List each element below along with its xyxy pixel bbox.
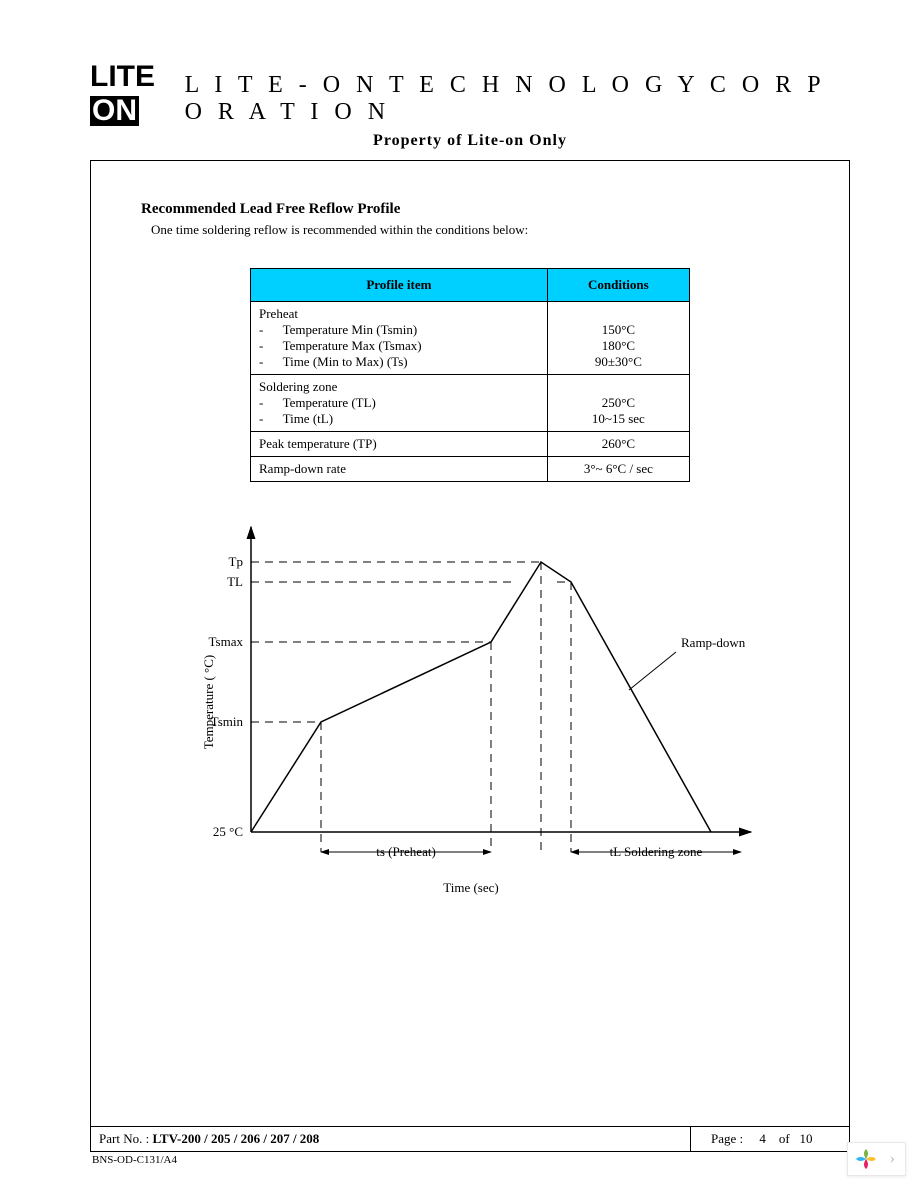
doc-code: BNS-OD-C131/A4 <box>92 1154 850 1166</box>
section-title: Recommended Lead Free Reflow Profile <box>141 201 799 218</box>
logo-icon <box>854 1147 878 1171</box>
page-of: of <box>779 1131 790 1146</box>
svg-text:Tp: Tp <box>229 554 243 569</box>
svg-text:ts (Preheat): ts (Preheat) <box>376 844 436 859</box>
part-value: LTV-200 / 205 / 206 / 207 / 208 <box>152 1131 319 1146</box>
table-cell-item: Preheat- Temperature Min (Tsmin)- Temper… <box>251 302 548 375</box>
header: LITEON L I T E - O N T E C H N O L O G Y… <box>90 60 850 128</box>
table-cell-item: Soldering zone- Temperature (TL)- Time (… <box>251 375 548 432</box>
main-content-box: Recommended Lead Free Reflow Profile One… <box>90 160 850 1152</box>
profile-table: Profile item Conditions Preheat- Tempera… <box>250 268 690 482</box>
table-cell-cond: 3°~ 6°C / sec <box>547 457 689 482</box>
page-label: Page : <box>711 1131 743 1146</box>
page-num: 4 <box>759 1131 766 1146</box>
svg-text:Temperature ( °C): Temperature ( °C) <box>201 655 216 750</box>
part-label: Part No. : <box>99 1131 152 1146</box>
section-subtitle: One time soldering reflow is recommended… <box>151 222 799 238</box>
svg-text:Ramp-down: Ramp-down <box>681 635 746 650</box>
table-cell-item: Ramp-down rate <box>251 457 548 482</box>
reflow-chart: TpTLTsmaxTsmin25 °Cts (Preheat)tL Solder… <box>201 522 801 922</box>
svg-text:tL Soldering zone: tL Soldering zone <box>610 844 703 859</box>
table-header-cond: Conditions <box>547 269 689 302</box>
company-name: L I T E - O N T E C H N O L O G Y C O R … <box>185 72 850 128</box>
page-total: 10 <box>799 1131 812 1146</box>
logo-on: ON <box>90 96 139 126</box>
table-cell-cond: 250°C10~15 sec <box>547 375 689 432</box>
chart-svg: TpTLTsmaxTsmin25 °Cts (Preheat)tL Solder… <box>201 522 801 922</box>
logo: LITEON <box>90 60 179 128</box>
footer-bar: Part No. : LTV-200 / 205 / 206 / 207 / 2… <box>91 1126 849 1151</box>
table-cell-cond: 260°C <box>547 432 689 457</box>
property-line: Property of Lite-on Only <box>90 132 850 150</box>
svg-text:TL: TL <box>227 574 243 589</box>
svg-text:25 °C: 25 °C <box>213 824 243 839</box>
next-arrow-icon[interactable]: › <box>886 1148 899 1170</box>
table-header-item: Profile item <box>251 269 548 302</box>
table-cell-item: Peak temperature (TP) <box>251 432 548 457</box>
svg-text:Tsmax: Tsmax <box>209 634 244 649</box>
svg-text:Time (sec): Time (sec) <box>443 880 499 895</box>
logo-lite: LITE <box>90 60 155 93</box>
table-cell-cond: 150°C180°C90±30°C <box>547 302 689 375</box>
nav-widget: › <box>847 1142 906 1176</box>
